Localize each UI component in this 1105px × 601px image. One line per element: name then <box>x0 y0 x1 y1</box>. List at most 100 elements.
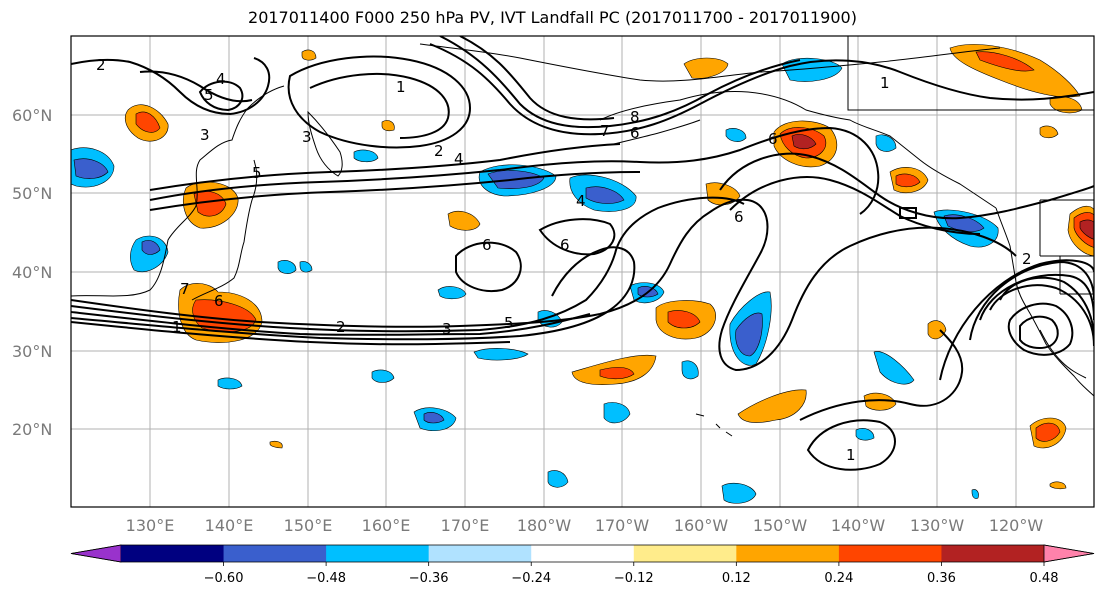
pv-contour-north-wave <box>429 43 1094 136</box>
hawaii-islands <box>695 413 733 437</box>
aleutian-chain <box>613 119 701 145</box>
contour-label: 6 <box>214 292 224 310</box>
colorbar-extend-low <box>70 544 122 563</box>
lon-label: 140°E <box>205 516 254 535</box>
contour-label: 6 <box>768 130 778 148</box>
positive-anomaly-patch <box>301 49 317 61</box>
lon-label: 160°W <box>674 516 729 535</box>
lon-label: 120°W <box>989 516 1044 535</box>
negative-anomaly-patch <box>603 402 631 424</box>
pv-contour-2 <box>71 198 1017 372</box>
pv-contour-six-loop <box>455 241 522 292</box>
colorbar-tick-label: 0.48 <box>1030 571 1059 586</box>
negative-anomaly-core <box>73 158 109 179</box>
colorbar-tick-label: −0.36 <box>409 571 449 586</box>
positive-anomaly-core <box>1035 422 1061 442</box>
negative-anomaly-patch <box>277 260 297 274</box>
latitude-labels: 60°N 50°N 40°N 30°N 20°N <box>12 106 52 439</box>
contour-label: 1 <box>846 446 856 464</box>
colorbar: −0.60 −0.48 −0.36 −0.24 −0.12 0.12 0.24 0.36 0.4… <box>70 544 1095 586</box>
ivt-anomaly-fills <box>71 44 1094 504</box>
lon-label: 150°E <box>284 516 333 535</box>
lon-label: 140°W <box>831 516 886 535</box>
positive-anomaly-core <box>667 310 701 329</box>
positive-anomaly-max <box>1079 219 1094 240</box>
pv-contour-north-wave-2 <box>439 36 801 129</box>
negative-anomaly-patch <box>371 369 395 383</box>
contour-label: 4 <box>576 192 586 210</box>
contour-label-layer: 2 4 5 3 3 1 2 4 5 8 7 6 6 1 4 6 6 6 7 6 … <box>96 56 1032 464</box>
positive-anomaly-core <box>599 367 635 380</box>
pv-contour-north-wave-3 <box>459 36 615 121</box>
colorbar-tick-label: −0.24 <box>511 571 551 586</box>
pv-contour-east-2 <box>729 176 981 235</box>
alaska-coastline <box>599 91 997 209</box>
japan-coastline <box>191 159 258 301</box>
contour-label: 6 <box>734 208 744 226</box>
contour-label: 1 <box>172 318 182 336</box>
colorbar-segment <box>531 545 635 562</box>
pv-contour-3 <box>71 196 745 333</box>
pv-contour-cutoff-1 <box>989 284 1094 347</box>
negative-anomaly-core <box>423 412 445 424</box>
lon-label: 170°E <box>441 516 490 535</box>
positive-anomaly-max <box>791 134 817 150</box>
pv-contour-cutoff-5 <box>969 260 1094 341</box>
map-frame <box>70 35 1095 508</box>
contour-label: 6 <box>630 124 640 142</box>
positive-anomaly-patch <box>269 440 283 449</box>
pv-contour-ridge-2 <box>309 72 450 139</box>
kamchatka-coastline <box>307 110 343 177</box>
asia-coastline <box>71 85 285 297</box>
colorbar-segment <box>633 545 737 562</box>
pv-contour-cutoff-6 <box>939 259 1094 381</box>
pv-contour-south <box>799 329 964 421</box>
colorbar-tick-label: −0.60 <box>204 571 244 586</box>
colorbar-segment <box>223 545 327 562</box>
positive-anomaly-patch <box>1039 125 1059 139</box>
na-westcoast <box>995 207 1094 397</box>
positive-anomaly-patch <box>927 320 947 340</box>
contour-label: 6 <box>560 236 570 254</box>
colorbar-tick-label: 0.12 <box>722 571 751 586</box>
negative-anomaly-patch <box>721 482 757 504</box>
state-borders <box>1039 199 1094 295</box>
contour-label: 3 <box>200 126 210 144</box>
pv-contours <box>71 36 1094 471</box>
contour-label: 1 <box>396 78 406 96</box>
lon-label: 130°E <box>126 516 175 535</box>
pv-contour-jet-3 <box>149 143 621 191</box>
pv-contour-4 <box>71 311 591 336</box>
contour-label: 2 <box>336 318 346 336</box>
contour-label: 5 <box>204 86 214 104</box>
baja-coast <box>1039 329 1087 379</box>
negative-anomaly-patch <box>473 348 529 361</box>
positive-anomaly-patch <box>683 57 729 79</box>
coastlines <box>71 36 1094 437</box>
positive-anomaly-core <box>135 111 161 133</box>
contour-label: 4 <box>454 150 464 168</box>
negative-anomaly-patch <box>873 351 915 385</box>
positive-anomaly-patch <box>737 389 807 423</box>
colorbar-tick-label: −0.12 <box>614 571 654 586</box>
contour-label: 4 <box>216 70 226 88</box>
pv-contour-center <box>538 218 616 256</box>
lon-label: 180°W <box>517 516 572 535</box>
negative-anomaly-patch <box>547 470 569 488</box>
lon-label: 170°W <box>595 516 650 535</box>
positive-anomaly-patch <box>381 120 395 132</box>
positive-anomaly-patch <box>863 392 897 411</box>
pv-contour-jet-2 <box>149 171 641 211</box>
negative-anomaly-patch <box>855 428 875 441</box>
lon-label: 160°E <box>362 516 411 535</box>
colorbar-tick-label: 0.24 <box>824 571 853 586</box>
contour-label: 7 <box>600 122 610 140</box>
pv-contour-cutoff-4 <box>979 273 1094 321</box>
contour-label: 2 <box>434 142 444 160</box>
negative-anomaly-core <box>585 186 625 204</box>
pv-contour-cutoff-3 <box>1019 315 1059 349</box>
colorbar-segment <box>941 545 1045 562</box>
colorbar-segment <box>326 545 430 562</box>
positive-anomaly-core <box>975 51 1035 72</box>
contour-label: 3 <box>442 320 452 338</box>
